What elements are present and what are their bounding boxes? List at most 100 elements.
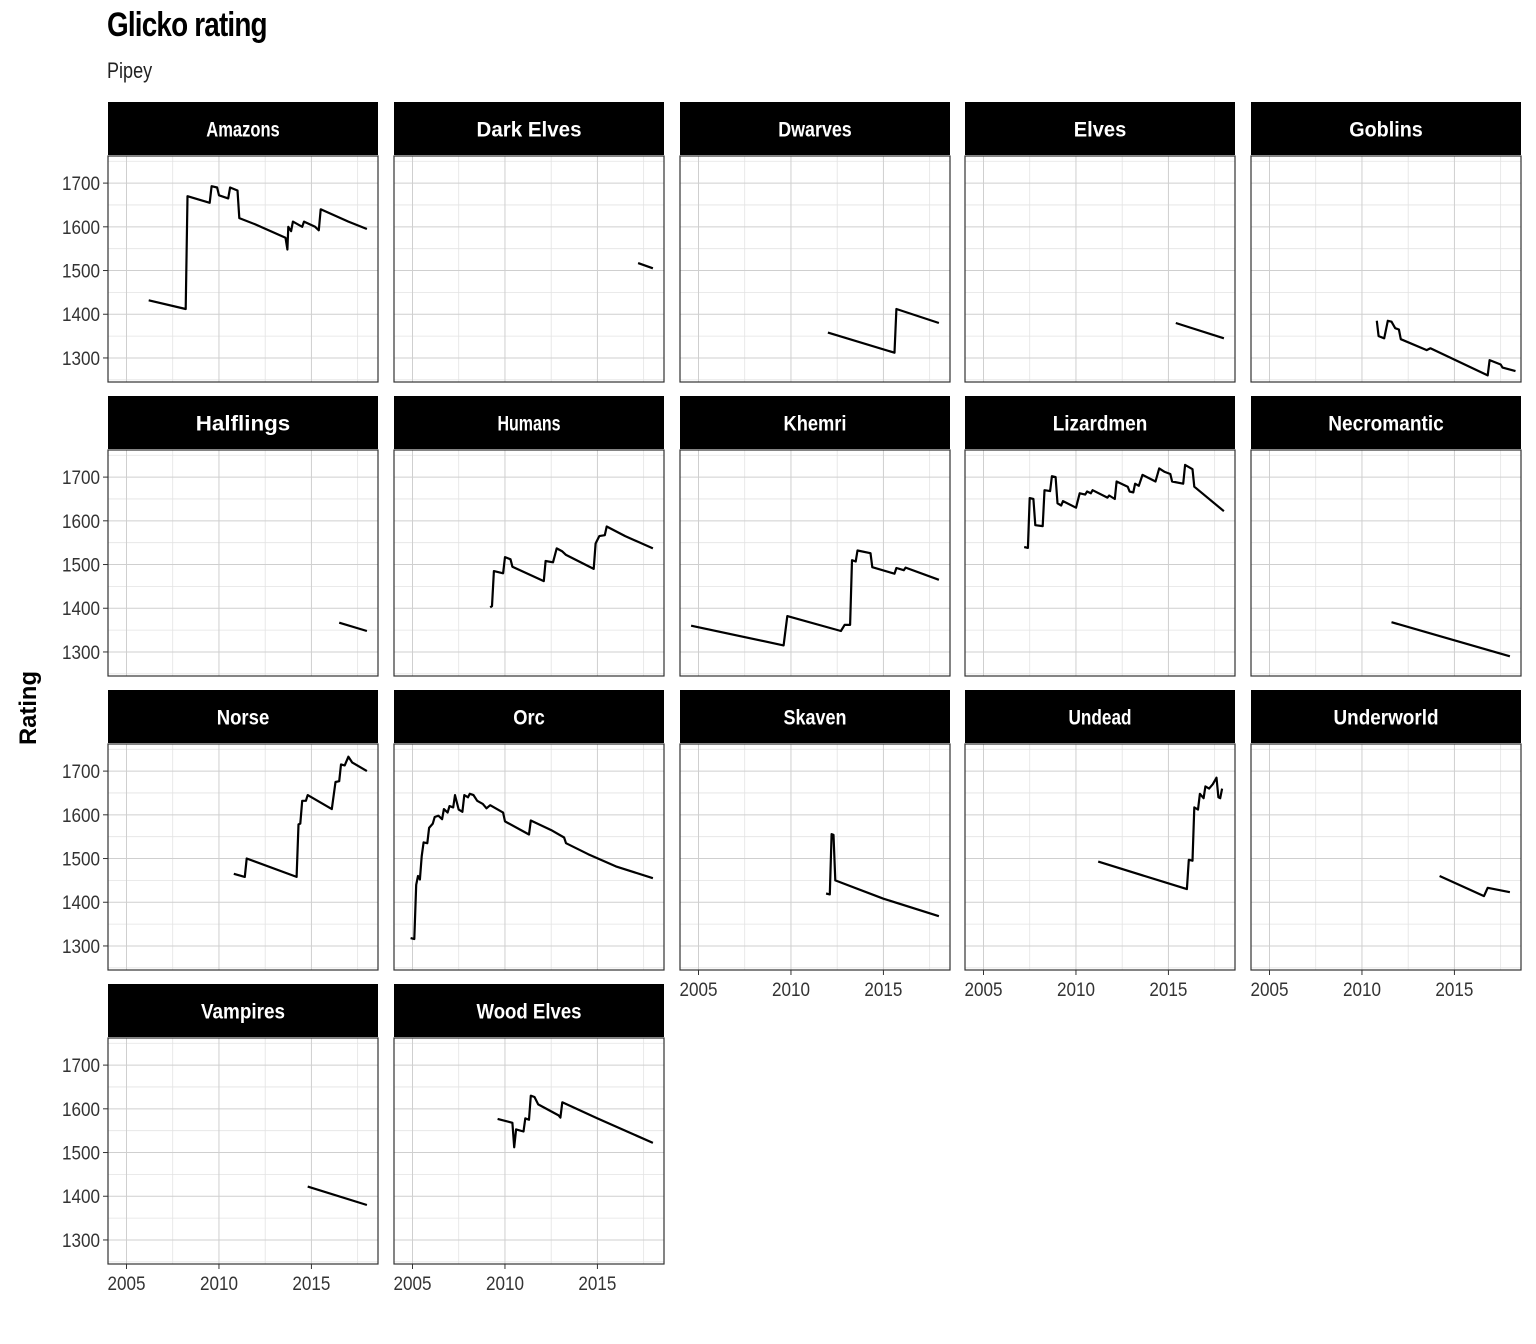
y-tick-label: 1700: [62, 1056, 100, 1077]
x-tick-label: 2010: [200, 1274, 238, 1295]
facet-label-necromantic: Necromantic: [1328, 413, 1444, 436]
facet-label-humans: Humans: [498, 413, 561, 436]
panel-border-lizardmen: [964, 449, 1236, 677]
facet-strip-vampires: [108, 984, 378, 1037]
x-tick-label: 2005: [107, 1274, 145, 1295]
x-tick-label: 2005: [679, 980, 717, 1001]
y-tick-label: 1400: [62, 305, 100, 326]
facet-label-amazons: Amazons: [206, 119, 280, 142]
facet-strip-orc: [394, 690, 664, 743]
panel-border-norse: [107, 743, 379, 971]
series-line-humans: [489, 525, 654, 609]
panel-border-undead: [964, 743, 1236, 971]
facet-label-undead: Undead: [1069, 707, 1132, 730]
facet-label-goblins: Goblins: [1349, 119, 1423, 142]
facet-strip-halflings: [108, 396, 378, 449]
panel-border-necromantic: [1250, 449, 1522, 677]
x-tick-label: 2005: [1250, 980, 1288, 1001]
facet-strip-dark-elves: [394, 102, 664, 155]
series-line-lizardmen: [1023, 463, 1225, 549]
chart-subtitle: Pipey: [107, 58, 153, 83]
y-tick-label: 1700: [62, 762, 100, 783]
series-line-dark-elves: [637, 262, 654, 270]
facet-label-underworld: Underworld: [1334, 707, 1439, 730]
y-tick-label: 1300: [62, 1231, 100, 1252]
panel-border-dwarves: [679, 155, 951, 383]
series-line-wood-elves: [497, 1094, 654, 1149]
y-tick-label: 1700: [62, 174, 100, 195]
x-tick-label: 2015: [1149, 980, 1187, 1001]
panel-border-amazons: [107, 155, 379, 383]
y-tick-label: 1600: [62, 218, 100, 239]
panel-border-dark-elves: [393, 155, 665, 383]
facet-strip-undead: [965, 690, 1235, 743]
facet-strip-necromantic: [1251, 396, 1521, 449]
facet-label-lizardmen: Lizardmen: [1053, 413, 1148, 436]
series-line-orc: [410, 792, 654, 941]
y-tick-label: 1500: [62, 1144, 100, 1165]
chart-title: Glicko rating: [107, 6, 268, 44]
panel-border-elves: [964, 155, 1236, 383]
series-line-amazons: [148, 185, 368, 311]
x-tick-label: 2005: [393, 1274, 431, 1295]
series-line-vampires: [307, 1185, 368, 1207]
x-tick-label: 2010: [486, 1274, 524, 1295]
panel-border-halflings: [107, 449, 379, 677]
x-tick-label: 2015: [578, 1274, 616, 1295]
facet-strip-amazons: [108, 102, 378, 155]
y-tick-label: 1300: [62, 643, 100, 664]
facet-label-orc: Orc: [513, 707, 545, 730]
y-tick-label: 1400: [62, 893, 100, 914]
facet-strip-humans: [394, 396, 664, 449]
facet-strip-norse: [108, 690, 378, 743]
x-tick-label: 2005: [964, 980, 1002, 1001]
series-line-halflings: [338, 621, 368, 633]
facet-strip-lizardmen: [965, 396, 1235, 449]
facet-label-dwarves: Dwarves: [778, 119, 852, 142]
series-line-khemri: [690, 549, 940, 647]
panel-border-wood-elves: [393, 1037, 665, 1265]
y-tick-label: 1500: [62, 556, 100, 577]
facet-label-vampires: Vampires: [201, 1001, 285, 1024]
facet-label-elves: Elves: [1074, 119, 1127, 142]
y-tick-label: 1400: [62, 1187, 100, 1208]
facet-label-khemri: Khemri: [784, 413, 847, 436]
series-line-skaven: [825, 833, 940, 918]
series-line-elves: [1175, 321, 1225, 340]
x-tick-label: 2010: [772, 980, 810, 1001]
y-tick-label: 1500: [62, 850, 100, 871]
facet-strip-khemri: [680, 396, 950, 449]
series-line-underworld: [1439, 874, 1511, 898]
facet-strip-skaven: [680, 690, 950, 743]
series-line-necromantic: [1391, 621, 1511, 658]
panel-border-vampires: [107, 1037, 379, 1265]
x-tick-label: 2010: [1343, 980, 1381, 1001]
y-tick-label: 1300: [62, 349, 100, 370]
panel-border-skaven: [679, 743, 951, 971]
facet-strip-dwarves: [680, 102, 950, 155]
facet-strip-wood-elves: [394, 984, 664, 1037]
facet-strip-goblins: [1251, 102, 1521, 155]
series-line-dwarves: [827, 307, 940, 354]
y-tick-label: 1600: [62, 806, 100, 827]
panel-border-goblins: [1250, 155, 1522, 383]
facet-label-wood-elves: Wood Elves: [477, 1001, 582, 1024]
y-tick-label: 1400: [62, 599, 100, 620]
facet-label-norse: Norse: [217, 707, 270, 730]
facet-label-halflings: Halflings: [196, 413, 291, 436]
x-tick-label: 2015: [864, 980, 902, 1001]
panel-border-humans: [393, 449, 665, 677]
y-axis-title: Rating: [15, 671, 42, 745]
y-tick-label: 1700: [62, 468, 100, 489]
y-tick-label: 1600: [62, 1100, 100, 1121]
series-line-goblins: [1375, 319, 1516, 377]
x-tick-label: 2015: [292, 1274, 330, 1295]
panel-border-orc: [393, 743, 665, 971]
x-tick-label: 2015: [1435, 980, 1473, 1001]
x-tick-label: 2010: [1057, 980, 1095, 1001]
facet-label-dark-elves: Dark Elves: [477, 119, 582, 142]
y-tick-label: 1300: [62, 937, 100, 958]
facet-label-skaven: Skaven: [784, 707, 847, 730]
y-tick-label: 1600: [62, 512, 100, 533]
